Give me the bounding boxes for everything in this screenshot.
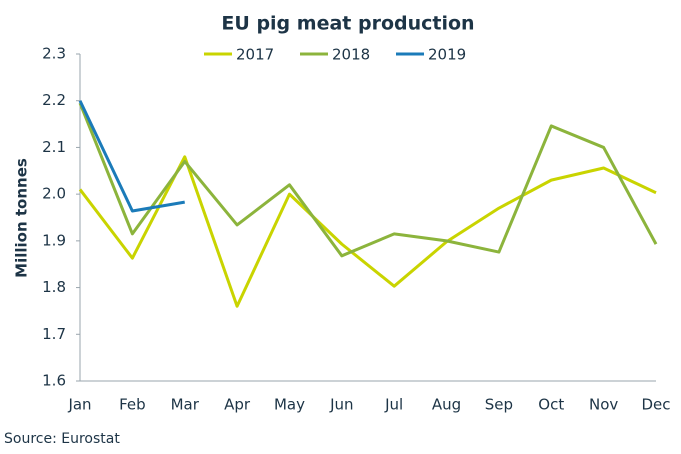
y-tick-label: 1.9 [42, 231, 66, 249]
x-tick-label: Sep [485, 396, 513, 414]
x-tick-label: Feb [119, 396, 146, 414]
x-tick-label: Jun [329, 396, 353, 414]
source-note: Source: Eurostat [4, 431, 120, 447]
x-tick-label: Jan [67, 396, 91, 414]
chart-title: EU pig meat production [221, 13, 474, 35]
y-tick-label: 2.3 [42, 45, 66, 63]
x-tick-label: Jul [384, 396, 403, 414]
legend-label: 2018 [332, 46, 370, 64]
series-line [78, 100, 185, 213]
legend-label: 2019 [428, 46, 466, 64]
x-tick-label: Apr [224, 396, 251, 414]
y-tick-label: 2.1 [42, 138, 66, 156]
y-tick-label: 1.6 [42, 372, 66, 390]
x-tick-label: Nov [589, 396, 618, 414]
x-tick-label: Dec [641, 396, 670, 414]
y-tick-label: 2.0 [42, 185, 66, 203]
y-tick-label: 2.2 [42, 91, 66, 109]
series-line [78, 102, 658, 258]
y-axis-label: Million tonnes [13, 158, 31, 278]
series-line [78, 155, 657, 308]
y-tick-label: 1.8 [42, 278, 66, 296]
x-tick-label: Oct [538, 396, 564, 414]
x-tick-label: May [274, 396, 305, 414]
legend-label: 2017 [236, 46, 274, 64]
x-tick-label: Aug [432, 396, 461, 414]
x-tick-label: Mar [171, 396, 200, 414]
y-tick-label: 1.7 [42, 325, 66, 343]
